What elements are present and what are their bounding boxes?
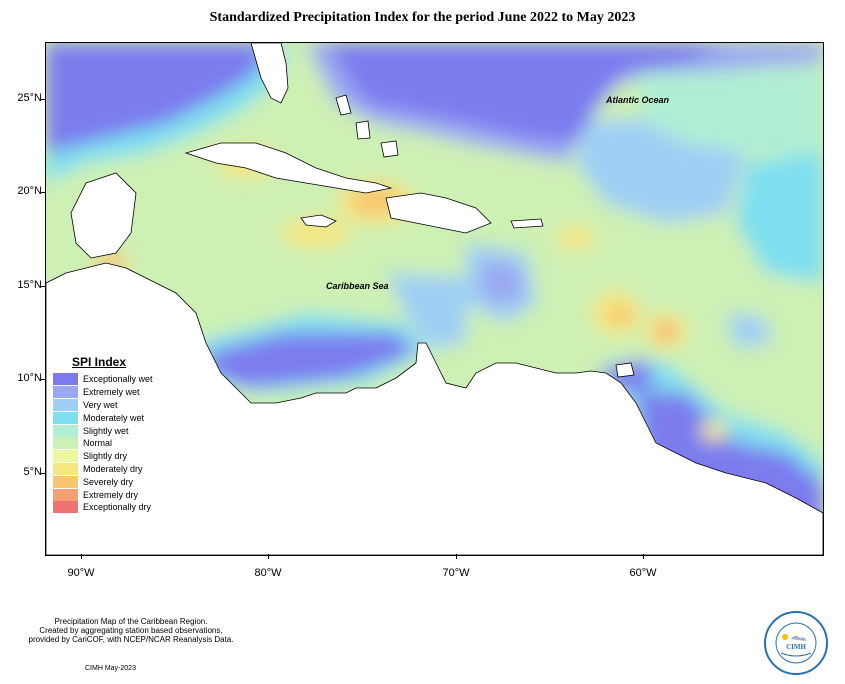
y-tick-label: 25°N [17, 92, 42, 104]
legend-swatch [53, 437, 78, 450]
legend-item: Normal [53, 437, 163, 450]
legend-label: Extremely dry [83, 489, 139, 500]
legend-label: Normal [83, 438, 113, 449]
x-tick [456, 554, 457, 559]
legend-item: Severely dry [53, 475, 163, 488]
y-tick [41, 473, 46, 474]
legend-item: Extremely dry [53, 488, 163, 501]
spi-legend: SPI Index Exceptionally wet Extremely wet… [53, 355, 163, 514]
y-tick [41, 192, 46, 193]
logo-text: CIMH [786, 643, 806, 651]
spi-map [45, 42, 824, 556]
y-tick-label: 5°N [23, 466, 42, 478]
legend-item: Exceptionally wet [53, 373, 163, 386]
legend-label: Exceptionally wet [83, 374, 153, 385]
footnote-line: Created by aggregating station based obs… [39, 626, 223, 635]
x-tick-label: 70°W [442, 567, 470, 579]
legend-label: Slightly dry [83, 451, 128, 462]
footnote-date: CIMH May-2023 [85, 665, 136, 672]
legend-label: Slightly wet [83, 425, 129, 436]
legend-swatch [53, 450, 78, 463]
y-tick [41, 99, 46, 100]
legend-item: Very wet [53, 398, 163, 412]
legend-label: Severely dry [83, 476, 134, 487]
legend-swatch [53, 501, 78, 514]
legend-swatch [53, 424, 78, 437]
legend-label: Very wet [83, 399, 118, 410]
legend-swatch [53, 475, 78, 488]
legend-swatch [53, 488, 78, 501]
legend-label: Moderately dry [83, 463, 143, 474]
cimh-logo: CIMH [764, 611, 828, 675]
y-tick-label: 15°N [17, 279, 42, 291]
footnote: Precipitation Map of the Caribbean Regio… [16, 617, 246, 644]
spi-map-canvas [46, 43, 823, 555]
footnote-line: provided by CariCOF, with NCEP/NCAR Rean… [28, 635, 234, 644]
legend-item: Moderately wet [53, 411, 163, 424]
y-tick-label: 10°N [17, 372, 42, 384]
legend-label: Moderately wet [83, 412, 145, 423]
legend-rows: Exceptionally wet Extremely wet Very wet Mo… [53, 373, 163, 514]
y-tick-label: 20°N [17, 185, 42, 197]
legend-item: Extremely wet [53, 386, 163, 399]
caribbean-sea-label: Caribbean Sea [326, 281, 389, 291]
x-tick-label: 80°W [254, 567, 282, 579]
atlantic-ocean-label: Atlantic Ocean [606, 95, 670, 105]
x-tick [81, 554, 82, 559]
legend-swatch [53, 386, 78, 399]
legend-item: Slightly dry [53, 450, 163, 463]
legend-item: Moderately dry [53, 462, 163, 476]
sun-icon [782, 634, 788, 640]
legend-swatch [53, 373, 78, 386]
legend-item: Slightly wet [53, 424, 163, 437]
x-tick [643, 554, 644, 559]
legend-swatch [53, 411, 78, 424]
land-masses [46, 43, 823, 555]
map-title: Standardized Precipitation Index for the… [209, 10, 636, 25]
x-tick-label: 90°W [67, 567, 95, 579]
legend-title: SPI Index [72, 355, 127, 369]
footnote-line: Precipitation Map of the Caribbean Regio… [54, 617, 208, 626]
x-tick [268, 554, 269, 559]
y-tick [41, 286, 46, 287]
x-tick-label: 60°W [629, 567, 657, 579]
legend-item: Exceptionally dry [53, 501, 163, 514]
cloud-icon [791, 635, 806, 641]
legend-label: Extremely wet [83, 387, 140, 398]
legend-swatch [53, 462, 78, 475]
legend-swatch [53, 398, 78, 411]
legend-label: Exceptionally dry [83, 502, 152, 513]
y-tick [41, 379, 46, 380]
